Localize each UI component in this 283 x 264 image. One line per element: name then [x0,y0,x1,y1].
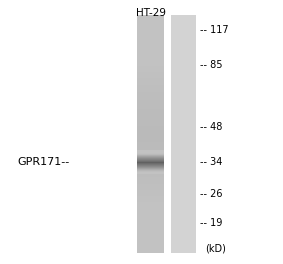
Text: -- 26: -- 26 [200,189,222,199]
Text: -- 19: -- 19 [200,218,222,228]
Text: (kD): (kD) [205,243,226,253]
Text: -- 34: -- 34 [200,157,222,167]
Text: -- 117: -- 117 [200,25,228,35]
Text: -- 48: -- 48 [200,122,222,132]
Text: -- 85: -- 85 [200,60,222,70]
Text: HT-29: HT-29 [136,8,166,18]
Text: GPR171--: GPR171-- [17,157,69,167]
